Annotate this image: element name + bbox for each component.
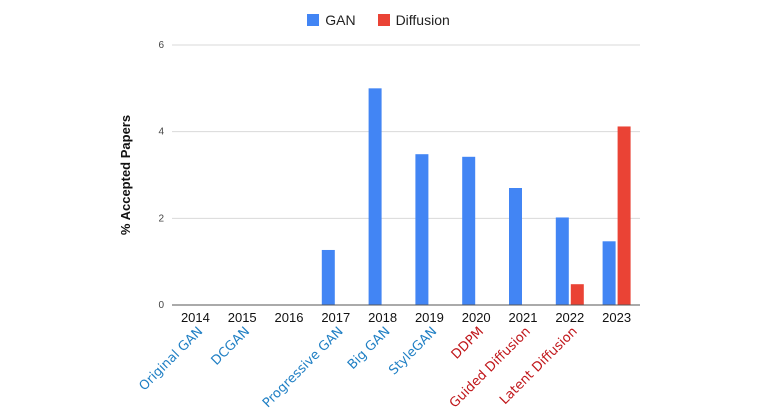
x-axis-ticks: 2014 2015 2016 2017 2018 2019 2020 2021 2022 2023 [181,310,631,325]
y-tick-label: 4 [158,127,164,138]
bar-gan-2018 [368,88,382,305]
chart-legend: GAN Diffusion [0,12,757,28]
bar-gan-2022 [555,217,569,305]
gridlines [172,44,640,306]
legend-swatch-gan [307,14,320,26]
bar-gan-2019 [415,154,429,305]
y-tick-label: 2 [158,213,164,224]
x-tick-label: 2021 [509,310,538,325]
annotation-label: Big GAN [345,324,394,373]
x-tick-label: 2017 [321,310,350,325]
x-tick-label: 2015 [228,310,257,325]
x-tick-label: 2022 [555,310,584,325]
bar-gan-2023 [602,241,616,305]
annotation-label: StyleGAN [386,324,440,378]
annotation-label: DDPM [449,324,487,362]
x-tick-label: 2020 [462,310,491,325]
bar-diffusion-2022 [570,284,584,305]
y-tick-label: 0 [158,300,164,311]
bar-gan-2020 [462,156,476,305]
x-tick-label: 2016 [275,310,304,325]
bars [321,88,631,305]
bar-diffusion-2023 [617,126,631,305]
annotation-label: Original GAN [136,324,206,394]
bar-gan-2021 [509,188,522,305]
x-tick-label: 2023 [602,310,631,325]
legend-item-diffusion: Diffusion [377,12,450,28]
x-tick-label: 2014 [181,310,210,325]
legend-swatch-diffusion [377,14,390,26]
y-axis-ticks: 0 2 4 6 [158,40,164,311]
legend-label-gan: GAN [325,12,356,28]
x-tick-label: 2018 [368,310,397,325]
y-tick-label: 6 [158,40,164,51]
annotation-label: DCGAN [209,324,253,368]
bar-gan-2017 [321,249,335,305]
x-tick-label: 2019 [415,310,444,325]
legend-item-gan: GAN [307,12,356,28]
annotation-label: Progressive GAN [260,324,347,411]
legend-label-diffusion: Diffusion [395,12,450,28]
y-axis-label: % Accepted Papers [118,115,133,235]
annotation-label: Guided Diffusion [447,324,534,411]
